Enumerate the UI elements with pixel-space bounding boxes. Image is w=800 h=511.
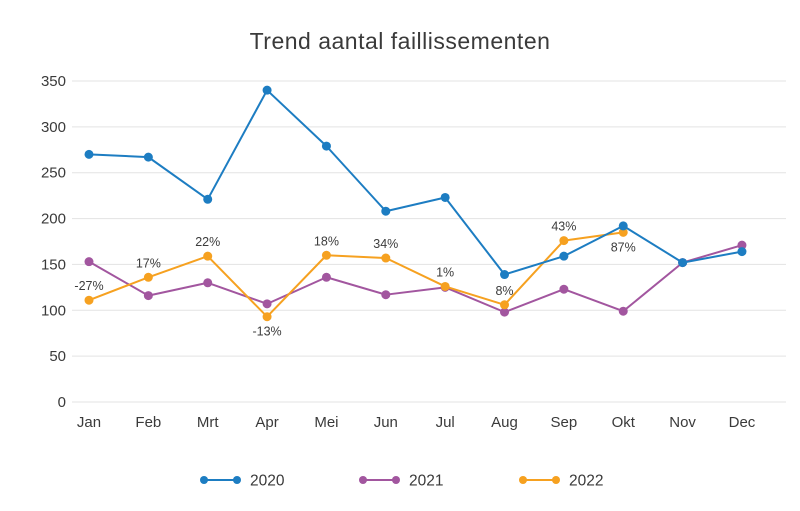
- y-axis-tick-label: 50: [49, 348, 66, 365]
- legend-item-2021[interactable]: 2021: [359, 473, 443, 490]
- data-point-2021-Jun: [381, 290, 391, 300]
- percent-label-mei: 18%: [314, 234, 339, 248]
- series-lines: [84, 85, 747, 322]
- y-axis-tick-label: 150: [41, 256, 66, 273]
- data-point-2020-Feb: [143, 152, 153, 162]
- data-point-2022-Sep: [559, 236, 569, 246]
- data-point-2022-Feb: [143, 272, 153, 282]
- legend-marker-dot: [392, 476, 400, 484]
- y-axis-tick-label: 0: [58, 394, 66, 411]
- data-point-2021-Sep: [559, 284, 569, 294]
- data-point-2020-Mei: [321, 141, 331, 151]
- percent-label-aug: 8%: [495, 284, 513, 298]
- legend-item-2020[interactable]: 2020: [200, 473, 285, 490]
- legend-marker-dot: [200, 476, 208, 484]
- x-axis-label-aug: Aug: [491, 414, 518, 431]
- series-line-2020: [88, 89, 743, 276]
- data-point-2021-Mei: [321, 272, 331, 282]
- data-point-2022-Okt: [618, 227, 628, 237]
- data-point-2020-Nov: [678, 258, 688, 268]
- x-axis-label-jun: Jun: [374, 414, 398, 431]
- x-axis-labels: Jan Feb Mrt Apr Mei Jun Jul Aug Sep Okt Nov Dec: [77, 414, 756, 431]
- percent-label-jul: 1%: [436, 265, 454, 279]
- legend-marker-dot: [519, 476, 527, 484]
- x-axis-label-mei: Mei: [314, 414, 338, 431]
- x-axis-label-mrt: Mrt: [197, 414, 219, 431]
- percent-annotations: -27% 17% 22% -13% 18% 34% 1% 8% 43% 87%: [74, 220, 635, 339]
- data-point-2020-Jun: [381, 206, 391, 216]
- data-point-2020-Apr: [262, 85, 272, 95]
- data-point-2020-Aug: [500, 270, 510, 280]
- legend: 2020 2021 2022: [200, 473, 603, 490]
- data-point-2021-Feb: [143, 291, 153, 301]
- data-point-2021-Dec: [737, 240, 747, 250]
- y-axis-tick-label: 300: [41, 119, 66, 136]
- legend-label: 2020: [250, 473, 285, 490]
- percent-label-feb: 17%: [136, 256, 161, 270]
- data-point-2020-Jan: [84, 149, 94, 159]
- series-line-2021: [88, 244, 743, 314]
- data-point-2021-Mrt: [203, 278, 213, 288]
- data-point-2022-Mei: [321, 250, 331, 260]
- legend-marker-dot: [552, 476, 560, 484]
- legend-item-2022[interactable]: 2022: [519, 473, 603, 490]
- data-point-2020-Mrt: [203, 194, 213, 204]
- x-axis-label-feb: Feb: [135, 414, 161, 431]
- x-axis-label-nov: Nov: [669, 414, 696, 431]
- data-point-2020-Sep: [559, 251, 569, 261]
- gridlines: [72, 80, 786, 403]
- data-point-2021-Jan: [84, 257, 94, 267]
- percent-label-mrt: 22%: [195, 235, 220, 249]
- percent-label-jun: 34%: [373, 237, 398, 251]
- percent-label-jan: -27%: [74, 279, 103, 293]
- x-axis-label-dec: Dec: [729, 414, 756, 431]
- percent-label-sep: 43%: [551, 220, 576, 234]
- data-point-2022-Aug: [500, 300, 510, 310]
- data-point-2022-Apr: [262, 312, 272, 322]
- legend-label: 2021: [409, 473, 443, 490]
- data-point-2020-Dec: [737, 247, 747, 257]
- data-point-2022-Mrt: [203, 251, 213, 261]
- y-axis-labels: 0 50 100 150 200 250 300 350: [41, 73, 66, 411]
- x-axis-label-sep: Sep: [551, 414, 578, 431]
- data-point-2022-Jun: [381, 253, 391, 263]
- x-axis-label-jan: Jan: [77, 414, 101, 431]
- data-point-2020-Okt: [618, 221, 628, 231]
- y-axis-tick-label: 200: [41, 211, 66, 228]
- data-point-2021-Apr: [262, 299, 272, 309]
- data-point-2021-Okt: [618, 306, 628, 316]
- x-axis-label-apr: Apr: [255, 414, 278, 431]
- chart-title: Trend aantal faillissementen: [250, 28, 551, 54]
- data-point-2022-Jul: [440, 281, 450, 291]
- legend-marker-dot: [359, 476, 367, 484]
- series-line-2022: [88, 231, 624, 318]
- data-point-2020-Jul: [440, 192, 450, 202]
- y-axis-tick-label: 100: [41, 302, 66, 319]
- legend-label: 2022: [569, 473, 603, 490]
- y-axis-tick-label: 250: [41, 165, 66, 182]
- data-point-2021-Aug: [500, 307, 510, 317]
- x-axis-label-okt: Okt: [612, 414, 636, 431]
- y-axis-tick-label: 350: [41, 73, 66, 90]
- data-point-2022-Jan: [84, 295, 94, 305]
- percent-label-apr: -13%: [252, 325, 281, 339]
- percent-label-okt: 87%: [611, 240, 636, 254]
- legend-marker-dot: [233, 476, 241, 484]
- x-axis-label-jul: Jul: [436, 414, 455, 431]
